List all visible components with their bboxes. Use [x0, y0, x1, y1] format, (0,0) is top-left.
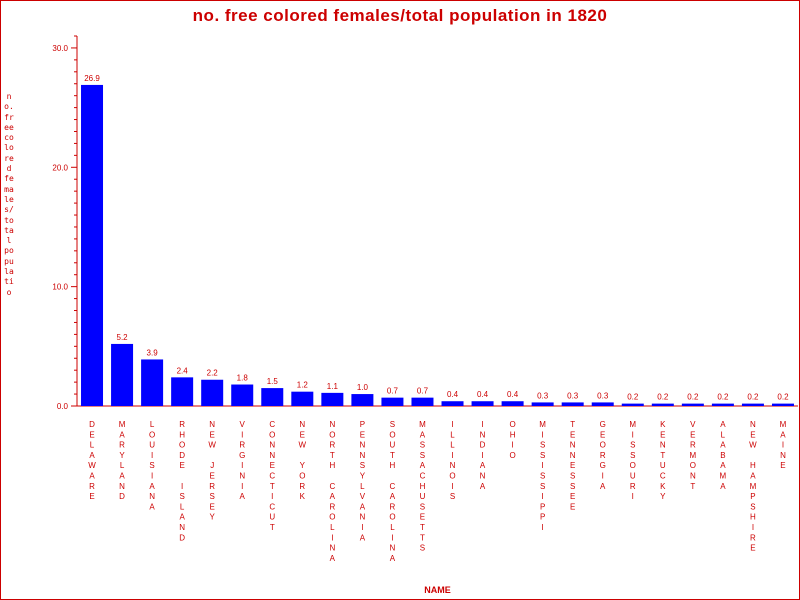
bar — [291, 391, 314, 406]
bar — [471, 401, 494, 406]
bar — [201, 379, 224, 406]
bar — [111, 343, 134, 406]
data-label: 0.2 — [627, 393, 639, 402]
bar — [651, 403, 674, 406]
data-label: 0.2 — [657, 393, 669, 402]
bar — [441, 401, 464, 406]
bar — [681, 403, 704, 406]
bar — [711, 403, 734, 406]
data-label: 0.7 — [387, 387, 399, 396]
data-label: 26.9 — [84, 74, 100, 83]
chart-title: no. free colored females/total populatio… — [192, 6, 608, 25]
data-label: 0.4 — [477, 390, 489, 399]
x-axis-label: NAME — [424, 585, 451, 595]
data-label: 0.4 — [507, 390, 519, 399]
data-label: 0.2 — [777, 393, 789, 402]
data-label: 5.2 — [117, 333, 129, 342]
bar — [411, 397, 434, 406]
bar — [741, 403, 764, 406]
data-label: 2.2 — [207, 369, 219, 378]
bar — [81, 84, 104, 406]
data-label: 0.7 — [417, 387, 429, 396]
data-label: 2.4 — [177, 366, 189, 375]
y-tick-label: 30.0 — [52, 44, 68, 53]
bar — [561, 402, 584, 406]
y-tick-label: 0.0 — [57, 402, 69, 411]
data-label: 0.2 — [747, 393, 759, 402]
bar — [231, 384, 254, 406]
bar — [171, 377, 194, 406]
bar — [351, 394, 374, 406]
data-label: 1.0 — [357, 383, 369, 392]
bar — [141, 359, 164, 406]
y-tick-label: 20.0 — [52, 163, 68, 172]
y-axis-label: no. free colored females/total populatio — [4, 92, 19, 297]
bar — [771, 403, 794, 406]
bar — [591, 402, 614, 406]
data-label: 0.3 — [567, 391, 579, 400]
y-tick-label: 10.0 — [52, 283, 68, 292]
data-label: 0.4 — [447, 390, 459, 399]
data-label: 1.5 — [267, 377, 279, 386]
bar — [261, 388, 284, 406]
bar — [531, 402, 554, 406]
bar — [621, 403, 644, 406]
data-label: 1.1 — [327, 382, 339, 391]
data-label: 1.8 — [237, 374, 249, 383]
data-label: 0.3 — [597, 391, 609, 400]
data-label: 1.2 — [297, 381, 309, 390]
bar — [501, 401, 524, 406]
bar — [381, 397, 404, 406]
data-label: 0.3 — [537, 391, 549, 400]
data-label: 0.2 — [687, 393, 699, 402]
bar — [321, 392, 344, 406]
data-label: 0.2 — [717, 393, 729, 402]
data-label: 3.9 — [147, 348, 159, 357]
